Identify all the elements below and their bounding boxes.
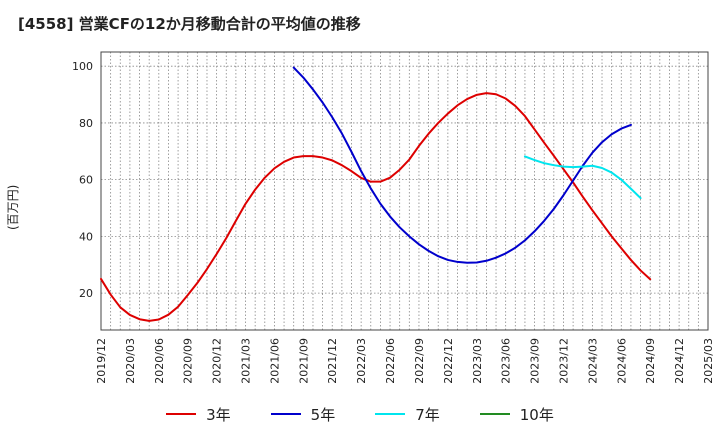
x-tick-label: 2024/09 [644, 338, 657, 384]
legend-item: 3年 [166, 402, 231, 426]
x-tick-label: 2020/12 [211, 338, 224, 384]
series-line [292, 66, 632, 264]
x-tick-label: 2020/03 [124, 338, 137, 384]
x-tick-label: 2023/06 [500, 338, 513, 384]
y-tick-label: 100 [72, 60, 93, 73]
x-tick-label: 2021/06 [268, 338, 281, 384]
line-chart: 20 40 60 80 100 2019/12 2020/03 2020/06 2020/09 2… [72, 51, 715, 384]
plot-frame [100, 51, 709, 331]
x-tick-label: 2023/03 [471, 338, 484, 384]
legend-item: 7年 [375, 402, 440, 426]
legend-swatch [375, 413, 406, 415]
legend-label: 3年 [206, 405, 231, 424]
y-tick-label: 60 [79, 174, 93, 187]
x-tick-label: 2019/12 [95, 338, 108, 384]
legend-swatch [479, 413, 510, 415]
x-tick-label: 2025/03 [702, 338, 715, 384]
series-line [100, 92, 652, 322]
x-tick-label: 2021/12 [326, 338, 339, 384]
x-tick-label: 2020/06 [153, 338, 166, 384]
x-tick-label: 2024/06 [615, 338, 628, 384]
x-tick-label: 2023/12 [557, 338, 570, 384]
y-tick-label: 80 [79, 117, 93, 130]
x-tick-label: 2021/09 [297, 338, 310, 384]
y-tick-label: 40 [79, 230, 93, 243]
x-tick-label: 2023/09 [529, 338, 542, 384]
x-tick-label: 2022/03 [355, 338, 368, 384]
x-tick-label: 2024/12 [673, 338, 686, 384]
legend-item: 10年 [479, 402, 554, 426]
y-tick-label: 20 [79, 287, 93, 300]
legend-label: 5年 [310, 405, 336, 424]
series-line [523, 155, 642, 200]
x-tick-label: 2020/09 [182, 338, 195, 384]
x-tick-label: 2022/09 [413, 338, 426, 384]
x-tick-label: 2022/12 [442, 338, 455, 384]
legend-item: 5年 [270, 402, 336, 426]
chart-legend: 3年 5年 7年 10年 [0, 402, 720, 426]
legend-swatch [166, 413, 197, 415]
x-tick-label: 2022/06 [384, 338, 397, 384]
legend-label: 10年 [519, 405, 554, 424]
legend-label: 7年 [415, 405, 440, 424]
legend-swatch [270, 413, 301, 415]
x-tick-label: 2024/03 [586, 338, 599, 384]
x-tick-label: 2021/03 [240, 338, 253, 384]
chart-title: [4558] 営業CFの12か月移動合計の平均値の推移 [18, 15, 361, 33]
